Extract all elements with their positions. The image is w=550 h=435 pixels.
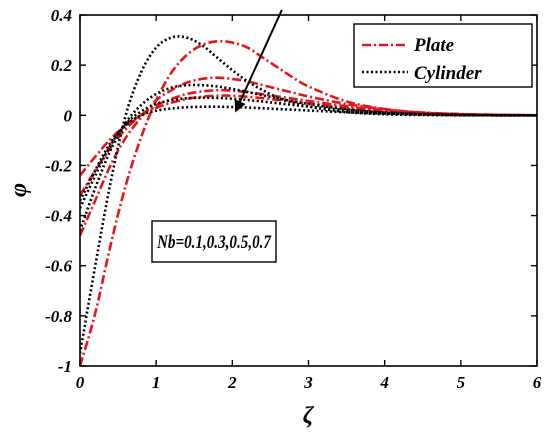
- x-tick-label: 3: [303, 373, 313, 392]
- y-axis-label: φ: [6, 183, 32, 197]
- annotation-box: [151, 220, 277, 263]
- y-tick-label: -0.4: [45, 207, 72, 226]
- x-tick-label: 4: [379, 373, 389, 392]
- x-tick-label: 0: [76, 373, 85, 392]
- legend: Plate Cylinder: [353, 23, 533, 88]
- y-tick-label: -1: [58, 357, 72, 376]
- legend-label-plate: Plate: [413, 35, 455, 56]
- plate-curve-3: [80, 88, 537, 197]
- annotation-text: Nb=0.1,0.3,0.5,0.7: [156, 232, 272, 253]
- x-tick-label: 5: [457, 373, 466, 392]
- y-tick-label: -0.8: [45, 307, 72, 326]
- x-tick-label: 1: [152, 373, 161, 392]
- legend-box: [353, 23, 533, 88]
- legend-label-cylinder: Cylinder: [414, 63, 482, 84]
- cylinder-curve-3: [80, 96, 537, 209]
- cylinder-curve-2: [80, 83, 537, 232]
- y-tick-label: -0.6: [45, 257, 72, 276]
- y-tick-label: 0: [64, 106, 73, 125]
- cylinder-curve-4: [80, 105, 537, 202]
- y-tick-label: -0.2: [45, 156, 72, 175]
- cylinder-curve-1: [80, 35, 537, 354]
- plate-curve-1: [80, 39, 537, 366]
- y-tick-label: 0.4: [51, 6, 72, 25]
- y-tick-label: 0.2: [51, 56, 73, 75]
- x-axis-ticks: 0 1 2 3 4 5 6: [76, 15, 542, 392]
- x-tick-label: 2: [227, 373, 237, 392]
- trend-arrow: [234, 9, 283, 113]
- plate-curve-4: [80, 94, 537, 177]
- annotation: Nb=0.1,0.3,0.5,0.7: [151, 220, 277, 263]
- x-axis-label: ζ: [303, 403, 315, 429]
- x-tick-label: 6: [533, 373, 542, 392]
- y-axis-ticks: -1 -0.8 -0.6 -0.4 -0.2 0 0.2 0.4: [45, 6, 537, 376]
